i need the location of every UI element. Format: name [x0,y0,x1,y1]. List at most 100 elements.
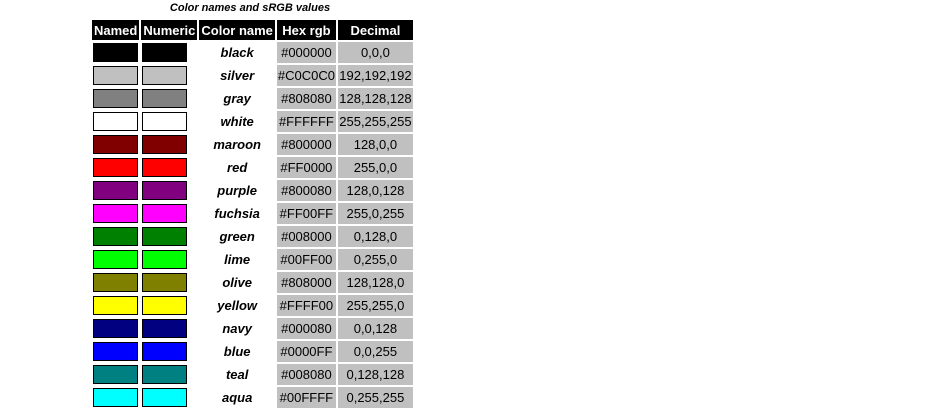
table-row: navy #000080 0,0,128 [92,318,413,339]
header-named: Named [92,20,140,40]
table-row: lime #00FF00 0,255,0 [92,249,413,270]
decimal-value-cell: 128,128,128 [337,88,413,109]
decimal-value-cell: 0,0,255 [337,341,413,362]
hex-value-cell: #800000 [276,134,336,155]
color-rows: black #000000 0,0,0 silver #C0C0C0 192,192,19… [92,42,413,408]
named-color-swatch [93,181,138,200]
table-row: yellow #FFFF00 255,255,0 [92,295,413,316]
named-color-swatch [93,204,138,223]
color-name-cell: navy [222,321,252,336]
named-color-swatch [93,388,138,407]
named-swatch-cell [92,272,139,293]
decimal-value-cell: 0,255,255 [337,387,413,408]
table-row: gray #808080 128,128,128 [92,88,413,109]
table-row: white #FFFFFF 255,255,255 [92,111,413,132]
header-hex: Hex rgb [276,20,336,40]
numeric-swatch-cell [141,341,197,362]
color-name-cell: aqua [221,390,253,405]
numeric-swatch-cell [141,318,197,339]
numeric-swatch-cell [141,42,197,63]
color-name-cell: olive [222,275,252,290]
numeric-color-swatch [142,319,188,338]
named-color-swatch [93,135,138,154]
numeric-swatch-cell [141,226,197,247]
hex-value-cell: #808000 [276,272,336,293]
numeric-color-swatch [142,66,188,85]
named-swatch-cell [92,203,139,224]
color-name-cell: maroon [213,137,261,152]
table-row: olive #808000 128,128,0 [92,272,413,293]
numeric-color-swatch [142,273,188,292]
numeric-swatch-cell [141,203,197,224]
color-name-cell: black [220,45,254,60]
table-row: black #000000 0,0,0 [92,42,413,63]
hex-value-cell: #00FF00 [276,249,336,270]
decimal-value-cell: 128,0,128 [337,180,413,201]
hex-value-cell: #800080 [276,180,336,201]
named-swatch-cell [92,364,139,385]
decimal-value-cell: 0,0,128 [337,318,413,339]
color-name-cell: lime [224,252,251,267]
color-name-cell: silver [220,68,255,83]
named-color-swatch [93,250,138,269]
decimal-value-cell: 255,255,0 [337,295,413,316]
named-color-swatch [93,158,138,177]
table-row: maroon #800000 128,0,0 [92,134,413,155]
numeric-color-swatch [142,296,188,315]
numeric-color-swatch [142,135,188,154]
numeric-color-swatch [142,89,188,108]
header-decimal: Decimal [337,20,413,40]
hex-value-cell: #000000 [276,42,336,63]
decimal-value-cell: 255,0,0 [337,157,413,178]
named-color-swatch [93,112,138,131]
numeric-swatch-cell [141,249,197,270]
named-color-swatch [93,43,138,62]
named-swatch-cell [92,249,139,270]
named-color-swatch [93,227,138,246]
named-swatch-cell [92,387,139,408]
named-swatch-cell [92,134,139,155]
named-color-swatch [93,296,138,315]
hex-value-cell: #808080 [276,88,336,109]
color-name-cell: green [219,229,255,244]
numeric-color-swatch [142,227,188,246]
named-color-swatch [93,89,138,108]
decimal-value-cell: 0,128,128 [337,364,413,385]
named-swatch-cell [92,88,139,109]
numeric-swatch-cell [141,65,197,86]
numeric-swatch-cell [141,88,197,109]
named-swatch-cell [92,42,139,63]
header-numeric: Numeric [141,20,198,40]
numeric-color-swatch [142,388,188,407]
decimal-value-cell: 128,0,0 [337,134,413,155]
table-row: red #FF0000 255,0,0 [92,157,413,178]
named-color-swatch [93,66,138,85]
numeric-swatch-cell [141,295,197,316]
named-swatch-cell [92,226,139,247]
numeric-swatch-cell [141,111,197,132]
named-color-swatch [93,319,138,338]
table-row: silver #C0C0C0 192,192,192 [92,65,413,86]
decimal-value-cell: 0,255,0 [337,249,413,270]
decimal-value-cell: 0,0,0 [337,42,413,63]
numeric-color-swatch [142,342,188,361]
decimal-value-cell: 192,192,192 [337,65,413,86]
named-swatch-cell [92,180,139,201]
hex-value-cell: #0000FF [276,341,336,362]
named-swatch-cell [92,111,139,132]
numeric-swatch-cell [141,387,197,408]
decimal-value-cell: 0,128,0 [337,226,413,247]
named-swatch-cell [92,65,139,86]
hex-value-cell: #FFFFFF [276,111,336,132]
decimal-value-cell: 255,255,255 [337,111,413,132]
hex-value-cell: #C0C0C0 [276,65,336,86]
hex-value-cell: #008080 [276,364,336,385]
numeric-swatch-cell [141,364,197,385]
numeric-swatch-cell [141,157,197,178]
color-name-cell: white [220,114,254,129]
table-row: fuchsia #FF00FF 255,0,255 [92,203,413,224]
hex-value-cell: #008000 [276,226,336,247]
decimal-value-cell: 128,128,0 [337,272,413,293]
color-name-cell: blue [223,344,251,359]
named-swatch-cell [92,341,139,362]
